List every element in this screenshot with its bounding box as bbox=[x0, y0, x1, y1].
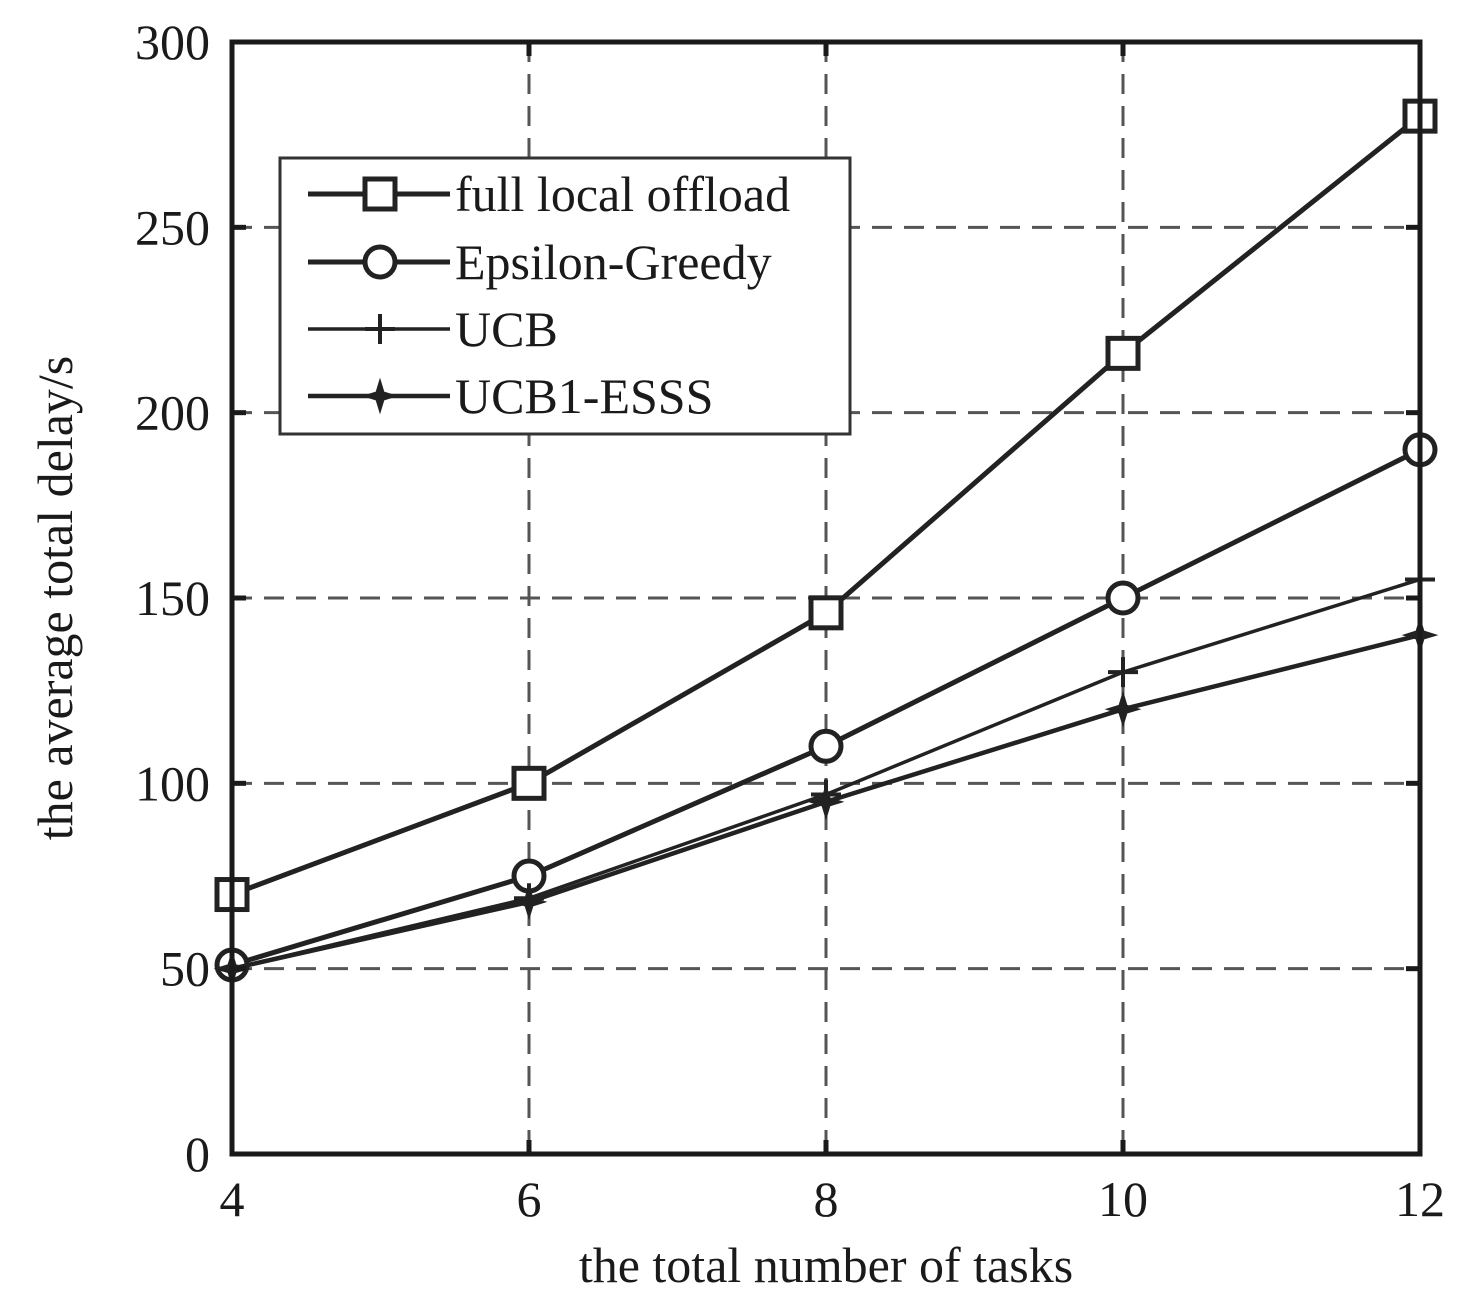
x-tick-label-8: 8 bbox=[814, 1171, 839, 1227]
data-point-0-3 bbox=[1105, 335, 1141, 371]
legend-entry-0: full local offload bbox=[308, 166, 790, 222]
x-tick-label-6: 6 bbox=[517, 1171, 542, 1227]
x-tick-label-4: 4 bbox=[220, 1171, 245, 1227]
legend-marker-2 bbox=[365, 314, 395, 344]
y-tick-label-0: 0 bbox=[185, 1126, 210, 1182]
series-3 bbox=[213, 616, 1439, 988]
x-tick-label-10: 10 bbox=[1098, 1171, 1148, 1227]
legend-label-1: Epsilon-Greedy bbox=[455, 234, 772, 290]
x-axis-label: the total number of tasks bbox=[579, 1237, 1073, 1293]
ticks bbox=[229, 39, 1423, 1157]
y-tick-label-100: 100 bbox=[135, 755, 210, 811]
legend-label-3: UCB1-ESSS bbox=[455, 368, 713, 424]
legend-entry-2: UCB bbox=[308, 301, 558, 357]
y-tick-label-50: 50 bbox=[160, 941, 210, 997]
series-1 bbox=[214, 432, 1438, 983]
legend-marker-1 bbox=[362, 244, 398, 280]
y-tick-label-250: 250 bbox=[135, 199, 210, 255]
tick-labels: 4 6 8 10 12 0 50 100 150 200 250 300 bbox=[135, 14, 1445, 1227]
data-point-3-3 bbox=[1104, 690, 1142, 728]
legend-entry-3: UCB1-ESSS bbox=[308, 368, 713, 424]
legend-entry-1: Epsilon-Greedy bbox=[308, 234, 772, 290]
legend-label-2: UCB bbox=[455, 301, 558, 357]
data-point-0-2 bbox=[808, 595, 844, 631]
legend-label-0: full local offload bbox=[455, 166, 790, 222]
y-tick-label-300: 300 bbox=[135, 14, 210, 70]
data-point-3-2 bbox=[807, 783, 845, 821]
legend-marker-3 bbox=[361, 377, 399, 415]
series-layer bbox=[213, 98, 1439, 988]
data-point-1-2 bbox=[808, 728, 844, 764]
y-tick-label-200: 200 bbox=[135, 385, 210, 441]
y-axis-label: the average total delay/s bbox=[27, 356, 83, 841]
data-point-2-3 bbox=[1108, 657, 1138, 688]
legend-marker-0 bbox=[362, 176, 398, 212]
y-tick-label-150: 150 bbox=[135, 570, 210, 626]
x-tick-label-12: 12 bbox=[1395, 1171, 1445, 1227]
data-point-3-1 bbox=[510, 883, 548, 921]
data-point-0-1 bbox=[511, 765, 547, 801]
data-point-1-3 bbox=[1105, 580, 1141, 616]
legend: full local offload Epsilon-Greedy UCB UCB1-… bbox=[278, 156, 852, 436]
